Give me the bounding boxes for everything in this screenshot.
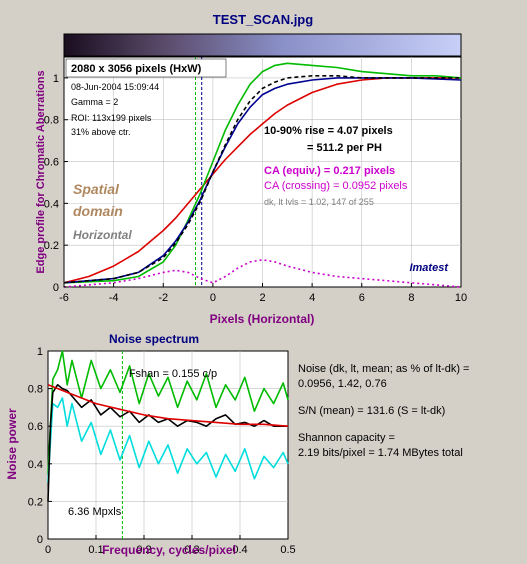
edge-series-red [63, 77, 461, 284]
edge-series-green [63, 62, 462, 284]
noise-y-tick-label: 0.6 [28, 421, 43, 433]
edge-x-tick-label: -4 [109, 292, 119, 304]
window-title: TEST_SCAN.jpg [213, 12, 313, 27]
fshan-label: Fshan = 0.155 c/p [129, 368, 217, 380]
edge-x-tick-label: 6 [359, 292, 365, 304]
info-box [65, 58, 227, 78]
noise-y-tick-label: 0.2 [28, 496, 43, 508]
edge-y-tick-label: 1 [53, 73, 59, 85]
noise-stats-panel: Noise (dk, lt, mean; as % of lt-dk) = 0.… [298, 363, 469, 459]
imatest-label: Imatest [409, 262, 449, 274]
noise-x-tick-label: 0.2 [136, 544, 151, 556]
noise-x-tick-label: 0.1 [88, 544, 103, 556]
noise-x-tick-label: 0.3 [184, 544, 199, 556]
noise-plot-x-ticks: 0 0.1 0.2 0.3 0.4 0.5 [45, 535, 296, 556]
noise-y-tick-label: 0 [37, 534, 43, 546]
noise-x-axis-label: Frequency, cycles/pixel [102, 543, 236, 557]
edge-plot-grid [64, 57, 461, 287]
edge-y-tick-label: 0.6 [44, 157, 59, 169]
gradient-strip [63, 33, 462, 57]
rise-label-1: 10-90% rise = 4.07 pixels [264, 125, 393, 137]
edge-y-axis-label: Edge profile for Chromatic Aberrations [35, 70, 47, 273]
dimensions-label: 2080 x 3056 pixels (HxW) [71, 63, 202, 75]
edge-x-tick-label: 4 [309, 292, 315, 304]
edge-x-tick-label: -6 [59, 292, 69, 304]
edge-plot-series [63, 62, 462, 288]
edge-y-tick-label: 0 [53, 282, 59, 294]
edge-series-black [63, 75, 461, 284]
edge-series-magenta [63, 258, 462, 288]
ca-equiv-label: CA (equiv.) = 0.217 pixels [264, 165, 395, 177]
noise-x-tick-label: 0.4 [232, 544, 247, 556]
spatial-label: Spatial [73, 181, 120, 197]
noise-plot-y-ticks: 0 0.2 0.4 0.6 0.8 1 [28, 346, 52, 546]
noise-x-tick-label: 0.5 [280, 544, 295, 556]
noise-series-cyan [47, 397, 289, 483]
levels-label: dk, lt lvls = 1.02, 147 of 255 [264, 197, 374, 207]
noise-stats-line-2: 0.0956, 1.42, 0.76 [298, 378, 387, 390]
horizontal-label: Horizontal [73, 228, 132, 242]
edge-y-tick-label: 0.8 [44, 115, 59, 127]
edge-x-tick-label: 10 [455, 292, 467, 304]
signal-noise-label: S/N (mean) = 131.6 (S = lt-dk) [298, 405, 445, 417]
noise-y-tick-label: 0.8 [28, 384, 43, 396]
edge-x-tick-label: 8 [408, 292, 414, 304]
above-center-label: 31% above ctr. [71, 127, 131, 137]
edge-plot-markers [195, 57, 203, 287]
ca-crossing-label: CA (crossing) = 0.0952 pixels [264, 180, 408, 192]
noise-y-axis-label: Noise power [5, 408, 19, 480]
noise-series-green [47, 350, 289, 474]
noise-series-red [47, 384, 289, 427]
shannon-label-2: 2.19 bits/pixel = 1.74 MBytes total [298, 447, 463, 459]
roi-label: ROI: 113x199 pixels [71, 113, 152, 123]
domain-label: domain [73, 203, 123, 219]
edge-x-axis-label: Pixels (Horizontal) [210, 312, 315, 326]
noise-plot-series [47, 350, 289, 502]
date-label: 08-Jun-2004 15:09:44 [71, 82, 159, 92]
noise-spectrum-plot: Noise spectrum 0 0.1 0.2 0.3 0.4 0.5 00.20.40… [5, 332, 296, 557]
noise-y-tick-label: 0.4 [28, 459, 43, 471]
noise-y-tick-label: 1 [37, 346, 43, 358]
noise-stats-line-1: Noise (dk, lt, mean; as % of lt-dk) = [298, 363, 469, 375]
gamma-label: Gamma = 2 [71, 97, 118, 107]
noise-x-tick-label: 0 [45, 544, 51, 556]
mpxls-label: 6.36 Mpxls [68, 506, 122, 518]
shannon-label-1: Shannon capacity = [298, 432, 395, 444]
edge-y-tick-label: 0.2 [44, 240, 59, 252]
noise-title: Noise spectrum [109, 332, 199, 346]
rise-label-2: = 511.2 per PH [307, 142, 382, 154]
edge-x-tick-label: 2 [259, 292, 265, 304]
edge-profile-plot: -6 -4 -2 0 2 4 6 8 10 0 0.2 0.4 0.6 0.8 1 2080 x 3056… [35, 56, 467, 326]
edge-x-tick-label: 0 [210, 292, 216, 304]
edge-x-tick-label: -2 [158, 292, 168, 304]
edge-plot-x-ticks: -6 -4 -2 0 2 4 6 8 10 [59, 283, 467, 304]
edge-y-tick-label: 0.4 [44, 198, 59, 210]
edge-plot-y-ticks: 0 0.2 0.4 0.6 0.8 1 [44, 73, 68, 294]
edge-series-blue [63, 77, 462, 284]
